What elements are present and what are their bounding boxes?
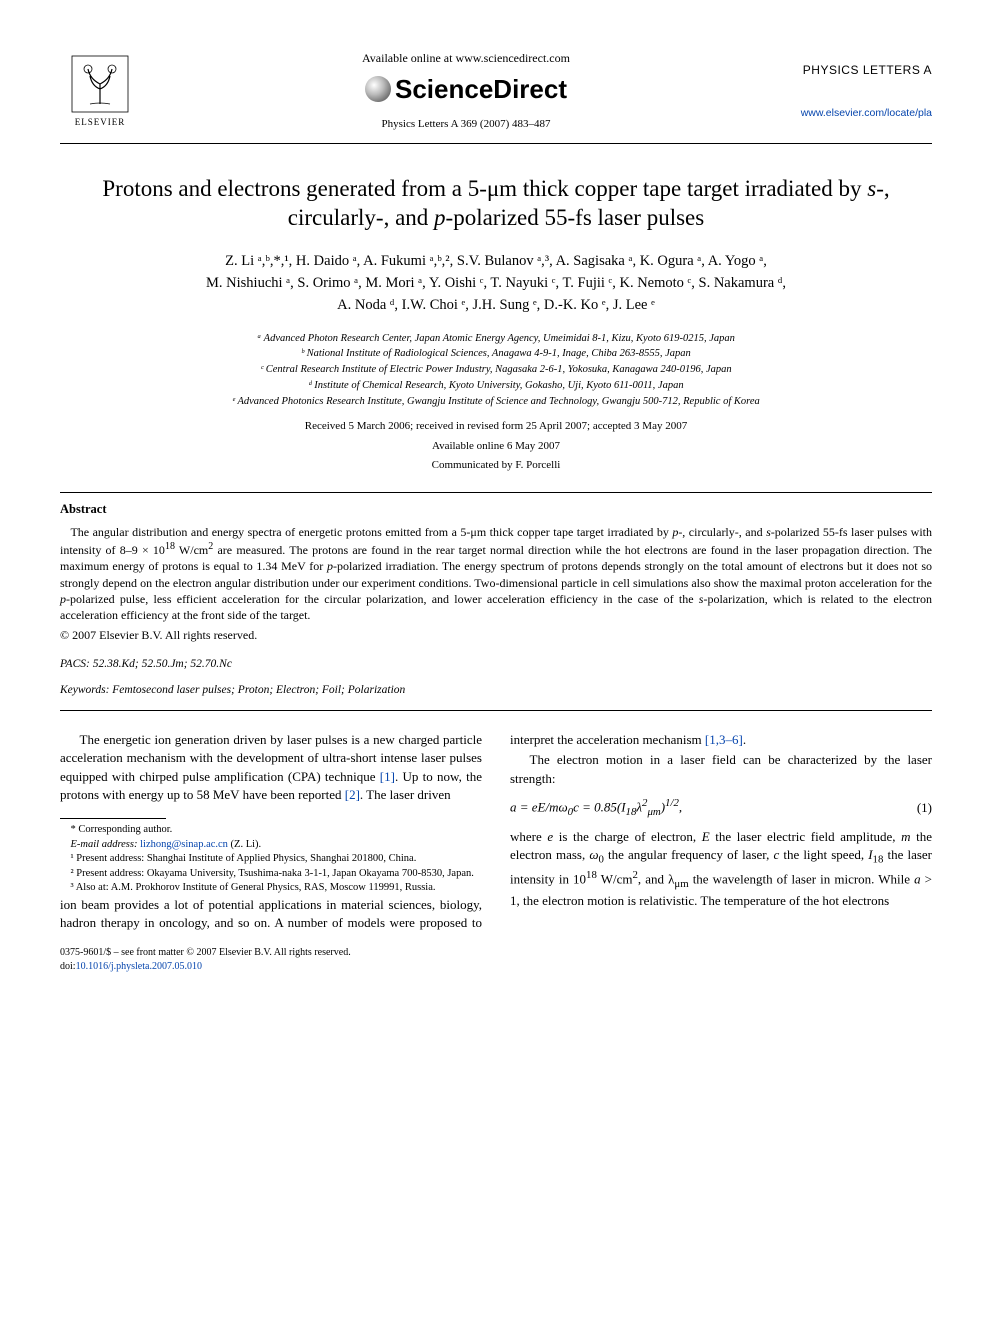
abstract-heading: Abstract bbox=[60, 501, 932, 519]
affiliation-a: ᵃ Advanced Photon Research Center, Japan… bbox=[60, 331, 932, 347]
affiliation-c: ᶜ Central Research Institute of Electric… bbox=[60, 362, 932, 378]
available-online-date: Available online 6 May 2007 bbox=[60, 439, 932, 454]
affiliation-b: ᵇ National Institute of Radiological Sci… bbox=[60, 346, 932, 362]
elsevier-label: ELSEVIER bbox=[75, 116, 126, 129]
header-row: ELSEVIER Available online at www.science… bbox=[60, 50, 932, 133]
email-label: E-mail address: bbox=[71, 839, 141, 850]
footnote-2: ² Present address: Okayama University, T… bbox=[60, 867, 482, 881]
abstract-copyright: © 2007 Elsevier B.V. All rights reserved… bbox=[60, 627, 932, 644]
body-p1-c: . The laser driven bbox=[360, 787, 451, 802]
footnote-corresponding: * Corresponding author. bbox=[60, 823, 482, 837]
sciencedirect-label: ScienceDirect bbox=[395, 71, 567, 107]
email-who: (Z. Li). bbox=[228, 839, 261, 850]
abstract-bottom-rule bbox=[60, 710, 932, 711]
author-list: Z. Li ᵃ,ᵇ,*,¹, H. Daido ᵃ, A. Fukumi ᵃ,ᵇ… bbox=[60, 251, 932, 316]
body-para-4: where e is the charge of electron, E the… bbox=[510, 828, 932, 910]
affiliation-e: ᵉ Advanced Photonics Research Institute,… bbox=[60, 394, 932, 410]
available-online-text: Available online at www.sciencedirect.co… bbox=[140, 50, 792, 67]
footnote-email: E-mail address: lizhong@sinap.ac.cn (Z. … bbox=[60, 838, 482, 852]
affiliation-list: ᵃ Advanced Photon Research Center, Japan… bbox=[60, 331, 932, 410]
doi-line: doi:10.1016/j.physleta.2007.05.010 bbox=[60, 960, 351, 974]
pacs-codes: PACS: 52.38.Kd; 52.50.Jm; 52.70.Nc bbox=[60, 656, 932, 672]
ref-link-3[interactable]: [1,3–6] bbox=[705, 732, 743, 747]
footer-row: 0375-9601/$ – see front matter © 2007 El… bbox=[60, 946, 932, 974]
affiliation-d: ᵈ Institute of Chemical Research, Kyoto … bbox=[60, 378, 932, 394]
journal-reference: Physics Letters A 369 (2007) 483–487 bbox=[140, 117, 792, 132]
journal-url-link[interactable]: www.elsevier.com/locate/pla bbox=[792, 106, 932, 121]
equation-1-number: (1) bbox=[917, 799, 932, 817]
ref-link-2[interactable]: [2] bbox=[345, 787, 360, 802]
body-two-column: The energetic ion generation driven by l… bbox=[60, 731, 932, 932]
authors-line-1: Z. Li ᵃ,ᵇ,*,¹, H. Daido ᵃ, A. Fukumi ᵃ,ᵇ… bbox=[60, 251, 932, 273]
sciencedirect-logo: ScienceDirect bbox=[365, 71, 567, 107]
authors-line-2: M. Nishiuchi ᵃ, S. Orimo ᵃ, M. Mori ᵃ, Y… bbox=[60, 273, 932, 295]
footer-left: 0375-9601/$ – see front matter © 2007 El… bbox=[60, 946, 351, 974]
ref-link-1[interactable]: [1] bbox=[380, 769, 395, 784]
article-title: Protons and electrons generated from a 5… bbox=[60, 174, 932, 234]
journal-url-text: www.elsevier.com/locate/pla bbox=[801, 107, 932, 119]
page-container: ELSEVIER Available online at www.science… bbox=[0, 0, 992, 1014]
elsevier-tree-icon bbox=[70, 54, 130, 114]
front-matter-text: 0375-9601/$ – see front matter © 2007 El… bbox=[60, 946, 351, 960]
journal-logo-text: PHYSICS LETTERS A bbox=[792, 62, 932, 79]
authors-line-3: A. Noda ᵈ, I.W. Choi ᵉ, J.H. Sung ᵉ, D.-… bbox=[60, 295, 932, 317]
email-link[interactable]: lizhong@sinap.ac.cn bbox=[140, 839, 228, 850]
keywords-list: Keywords: Femtosecond laser pulses; Prot… bbox=[60, 682, 932, 698]
footnote-1: ¹ Present address: Shanghai Institute of… bbox=[60, 852, 482, 866]
abstract-text: The angular distribution and energy spec… bbox=[60, 524, 932, 623]
elsevier-logo: ELSEVIER bbox=[60, 54, 140, 129]
body-para-3: The electron motion in a laser field can… bbox=[510, 751, 932, 787]
equation-1: a = eE/mω0c = 0.85(I18λ2μm)1/2, bbox=[510, 796, 682, 820]
top-rule bbox=[60, 143, 932, 144]
body-p2-b: . bbox=[743, 732, 746, 747]
body-para-1: The energetic ion generation driven by l… bbox=[60, 731, 482, 804]
doi-link[interactable]: 10.1016/j.physleta.2007.05.010 bbox=[76, 961, 202, 972]
doi-label: doi: bbox=[60, 961, 76, 972]
equation-1-row: a = eE/mω0c = 0.85(I18λ2μm)1/2, (1) bbox=[510, 796, 932, 820]
center-header: Available online at www.sciencedirect.co… bbox=[140, 50, 792, 133]
communicated-by: Communicated by F. Porcelli bbox=[60, 458, 932, 473]
journal-logo-block: PHYSICS LETTERS A www.elsevier.com/locat… bbox=[792, 62, 932, 121]
footnotes-block: * Corresponding author. E-mail address: … bbox=[60, 823, 482, 895]
received-dates: Received 5 March 2006; received in revis… bbox=[60, 419, 932, 434]
sciencedirect-orb-icon bbox=[365, 76, 391, 102]
footnote-3: ³ Also at: A.M. Prokhorov Institute of G… bbox=[60, 881, 482, 895]
footnote-rule bbox=[60, 818, 166, 819]
abstract-top-rule bbox=[60, 492, 932, 493]
